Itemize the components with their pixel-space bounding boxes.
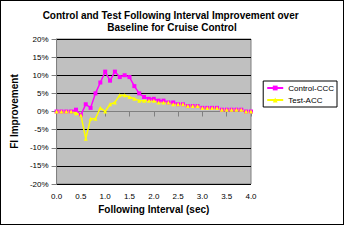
svg-text:Control-CCC: Control-CCC [288, 84, 334, 93]
svg-text:Test-ACC: Test-ACC [288, 96, 322, 105]
svg-text:2.0: 2.0 [148, 192, 160, 201]
svg-text:3.5: 3.5 [221, 192, 233, 201]
svg-text:3.0: 3.0 [197, 192, 209, 201]
svg-text:Following Interval (sec): Following Interval (sec) [98, 204, 209, 215]
svg-text:10%: 10% [33, 71, 49, 80]
svg-text:4.0: 4.0 [245, 192, 257, 201]
svg-text:-20%: -20% [30, 180, 49, 189]
svg-text:5%: 5% [37, 89, 49, 98]
svg-text:FI Improvement: FI Improvement [9, 74, 20, 149]
svg-text:20%: 20% [33, 35, 49, 44]
svg-text:0%: 0% [37, 107, 49, 116]
svg-text:Baseline for Cruise Control: Baseline for Cruise Control [107, 22, 237, 33]
svg-text:-15%: -15% [30, 161, 49, 170]
svg-text:2.5: 2.5 [173, 192, 185, 201]
svg-text:0.5: 0.5 [75, 192, 87, 201]
svg-text:1.0: 1.0 [100, 192, 112, 201]
svg-text:Control and Test Following Int: Control and Test Following Interval Impr… [43, 10, 302, 21]
svg-text:15%: 15% [33, 53, 49, 62]
svg-text:1.5: 1.5 [124, 192, 136, 201]
svg-text:0.0: 0.0 [51, 192, 63, 201]
svg-text:-5%: -5% [34, 125, 48, 134]
svg-text:-10%: -10% [30, 143, 49, 152]
